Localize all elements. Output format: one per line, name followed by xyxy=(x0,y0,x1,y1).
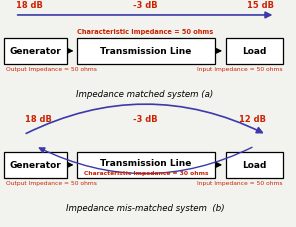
Text: Generator: Generator xyxy=(10,161,61,170)
Text: Output Impedance = 50 ohms: Output Impedance = 50 ohms xyxy=(6,67,97,72)
Text: Transmission Line: Transmission Line xyxy=(100,158,192,168)
Text: Impedance matched system (a): Impedance matched system (a) xyxy=(76,90,214,99)
Text: Characteristic Impedance = 30 ohms: Characteristic Impedance = 30 ohms xyxy=(83,170,208,175)
Text: Output Impedance = 50 ohms: Output Impedance = 50 ohms xyxy=(6,180,97,185)
FancyBboxPatch shape xyxy=(77,39,215,65)
FancyBboxPatch shape xyxy=(226,39,283,65)
FancyBboxPatch shape xyxy=(4,39,67,65)
Text: Load: Load xyxy=(242,161,267,170)
Text: 12 dB: 12 dB xyxy=(239,115,266,124)
Text: -3 dB: -3 dB xyxy=(133,1,157,10)
FancyBboxPatch shape xyxy=(4,152,67,178)
Text: 18 dB: 18 dB xyxy=(25,115,52,124)
Text: 15 dB: 15 dB xyxy=(247,1,274,10)
Text: Characteristic Impedance = 50 ohms: Characteristic Impedance = 50 ohms xyxy=(77,29,213,35)
Text: -3 dB: -3 dB xyxy=(133,115,157,124)
FancyBboxPatch shape xyxy=(226,152,283,178)
Text: Input Impedance = 50 ohms: Input Impedance = 50 ohms xyxy=(197,180,283,185)
FancyBboxPatch shape xyxy=(77,152,215,178)
Text: Load: Load xyxy=(242,47,267,56)
Text: Impedance mis-matched system  (b): Impedance mis-matched system (b) xyxy=(66,203,224,212)
Text: Generator: Generator xyxy=(10,47,61,56)
Text: 18 dB: 18 dB xyxy=(16,1,43,10)
Text: Input Impedance = 50 ohms: Input Impedance = 50 ohms xyxy=(197,67,283,72)
Text: Transmission Line: Transmission Line xyxy=(100,47,192,56)
